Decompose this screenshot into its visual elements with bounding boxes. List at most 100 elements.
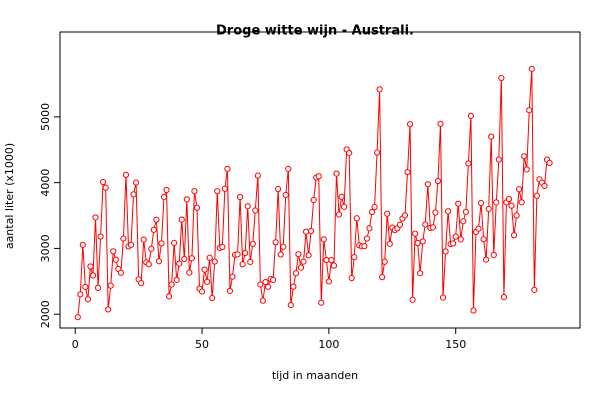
data-point [305,252,312,259]
data-point [130,191,137,198]
data-point [323,256,330,264]
data-point [328,257,335,264]
data-point [500,293,508,301]
x-tick-label: 100 [318,338,339,351]
data-point [158,240,165,247]
data-point [178,216,185,223]
data-point [434,177,442,185]
data-point [100,178,107,186]
data-point [315,173,322,180]
data-point [414,239,421,247]
data-point [353,215,360,222]
data-point [366,225,373,232]
data-point [330,262,338,269]
data-point [340,203,348,210]
data-point [160,193,168,201]
data-point [89,272,97,279]
data-point [132,179,140,186]
data-point [320,236,327,243]
data-point [490,251,497,259]
data-point [406,121,414,128]
data-point [188,255,196,262]
data-point [505,195,513,203]
data-point [338,193,345,200]
data-point [508,202,515,209]
data-point [335,211,343,218]
x-tick-label: 0 [72,338,79,351]
data-point [457,236,464,243]
data-point [498,74,505,82]
data-point [176,260,183,267]
data-point [287,302,294,309]
data-point [247,258,254,266]
data-point [470,307,477,314]
data-point [485,205,492,213]
data-point [417,270,424,277]
data-point [404,169,411,176]
data-point [204,278,211,285]
data-point [138,280,145,287]
data-point [541,182,548,190]
data-point [396,221,404,228]
y-axis-label: aantal liter (x1000) [3,143,16,249]
y-tick-label: 4000 [39,169,52,197]
data-point [444,208,452,215]
data-point [209,294,216,302]
data-point [371,203,378,211]
data-point [214,188,221,195]
data-point [348,274,355,282]
data-point [351,254,358,261]
y-tick-label: 2000 [39,300,52,328]
data-point [254,172,261,179]
data-point [244,203,251,210]
data-point [110,248,117,255]
data-point [120,235,127,242]
series-line [77,68,550,318]
x-tick-label: 150 [445,338,466,351]
data-point [452,233,459,240]
data-point [302,228,310,235]
data-point [92,214,99,221]
data-point [122,171,130,178]
data-point [186,269,193,276]
data-point [528,65,535,72]
data-point [523,166,530,173]
data-point [290,283,297,290]
data-point [455,200,462,207]
data-point [97,233,104,240]
data-point [252,207,259,214]
data-point [493,199,500,206]
data-point [462,208,469,215]
data-point [531,286,538,293]
data-point [224,165,231,172]
data-point [460,218,467,225]
data-point [386,240,393,247]
data-point [310,196,317,204]
data-point [483,256,490,263]
data-point [79,241,86,248]
data-point [226,287,234,295]
data-point [325,278,332,285]
plot-frame [59,31,581,329]
data-point [300,258,307,265]
data-point [112,256,119,263]
data-point [193,204,201,211]
data-point [165,293,173,300]
data-point [424,181,431,188]
data-point [94,284,102,291]
data-point [257,281,264,288]
data-point [488,133,495,140]
data-point [513,212,520,219]
data-point [150,226,157,233]
data-point [419,238,426,245]
data-point [333,170,340,177]
data-point [206,254,213,261]
data-point [198,288,206,295]
data-point [442,248,449,255]
data-point [477,199,485,207]
data-point [102,184,109,191]
data-point [168,281,175,288]
data-point [516,186,523,193]
